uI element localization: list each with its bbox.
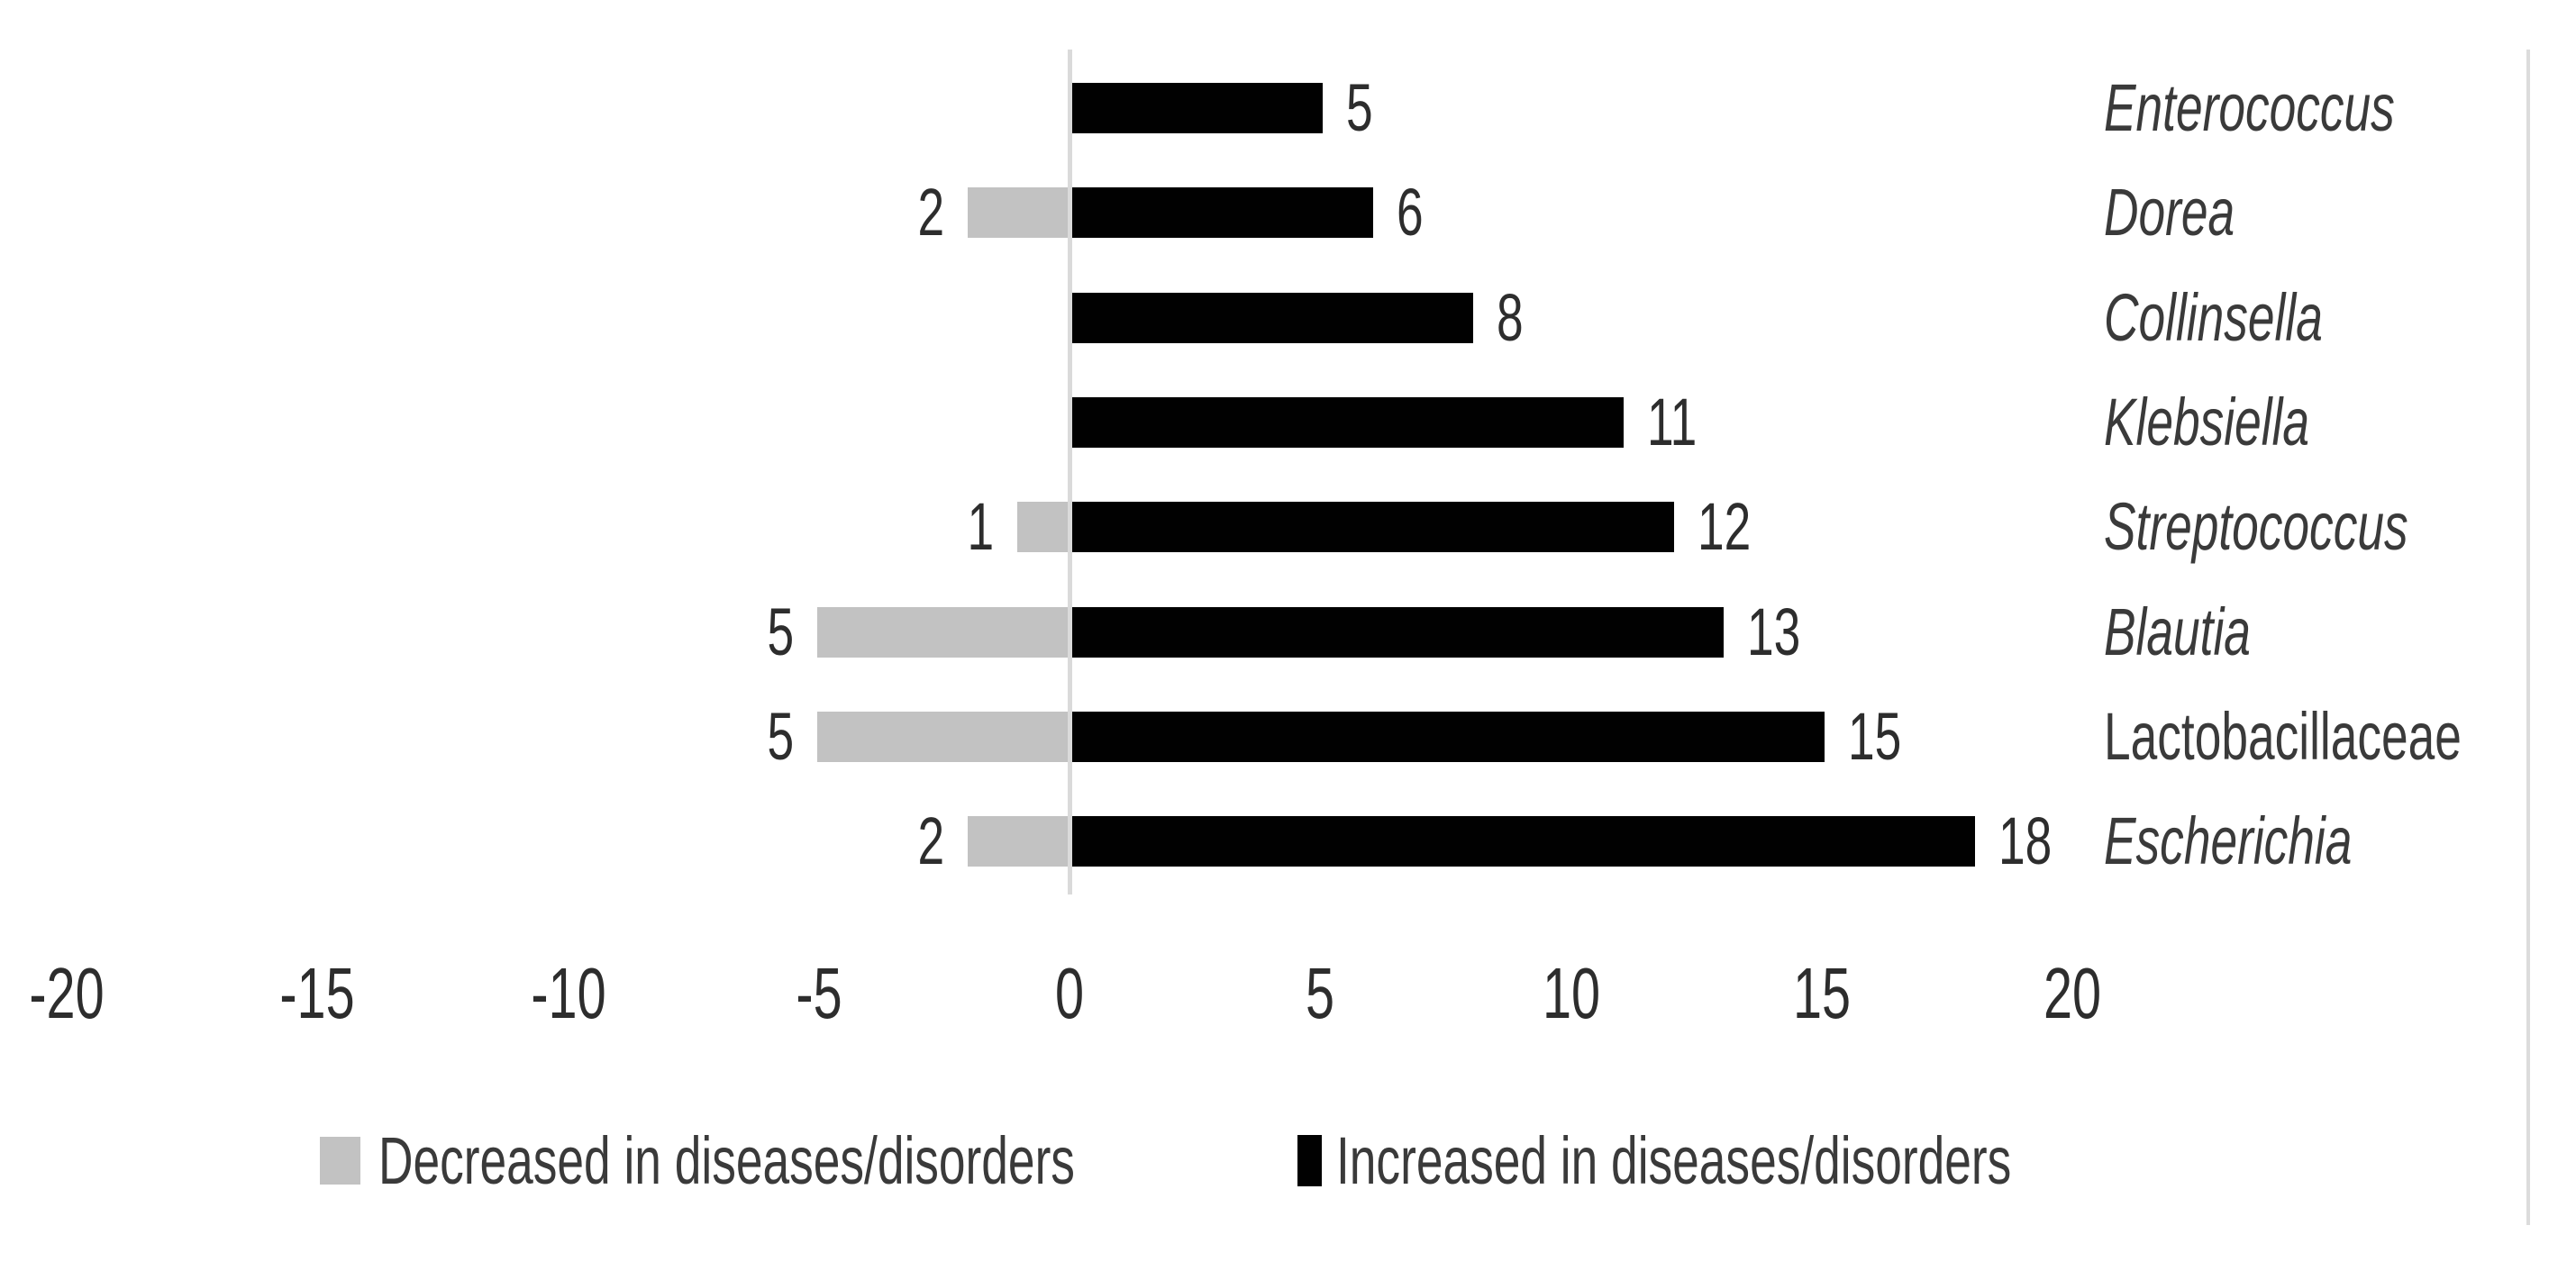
decreased-value-label-text: 2 — [917, 804, 944, 878]
increased-value-label-text: 18 — [1998, 804, 2053, 878]
x-tick-label: -5 — [787, 958, 851, 1030]
x-tick-label-text: 10 — [1542, 953, 1601, 1033]
x-tick-label: -20 — [14, 958, 119, 1030]
decreased-value-label-text: 1 — [967, 489, 994, 564]
increased-bar — [1072, 816, 1975, 867]
zero-axis-line — [1068, 50, 1072, 894]
decreased-bar — [1017, 502, 1068, 552]
plot-right-border-line — [2526, 50, 2530, 1225]
x-tick-label: 20 — [2033, 958, 2113, 1030]
category-label-text: Enterococcus — [2104, 70, 2395, 145]
increased-value-label-text: 12 — [1698, 489, 1752, 564]
increased-bar — [1072, 502, 1674, 552]
x-tick-label-text: -15 — [279, 953, 355, 1033]
decreased-value-label: 2 — [907, 175, 944, 250]
category-label: Lactobacillaceae — [2104, 699, 2576, 774]
category-label-text: Dorea — [2104, 175, 2235, 250]
increased-value-label-text: 8 — [1497, 280, 1524, 355]
category-label: Streptococcus — [2104, 489, 2526, 564]
decreased-bar — [817, 712, 1068, 762]
x-tick-label: -10 — [516, 958, 621, 1030]
increased-bar — [1072, 83, 1323, 133]
category-label: Klebsiella — [2104, 385, 2389, 459]
increased-value-label-text: 15 — [1848, 699, 1902, 774]
decreased-value-label: 1 — [957, 489, 994, 564]
decreased-bar — [968, 187, 1068, 238]
x-tick-label-text: 5 — [1305, 953, 1335, 1033]
legend-label-increased: Increased in diseases/disorders — [1336, 1123, 2012, 1198]
x-tick-label-text: -5 — [796, 953, 842, 1033]
decreased-bar — [817, 607, 1068, 658]
x-tick-label: 10 — [1532, 958, 1612, 1030]
decreased-value-label: 5 — [757, 595, 794, 669]
x-tick-label-text: -10 — [531, 953, 606, 1033]
category-label-text: Collinsella — [2104, 280, 2323, 355]
decreased-value-label: 5 — [757, 699, 794, 774]
x-tick-label: 5 — [1300, 958, 1341, 1030]
decreased-value-label: 2 — [907, 804, 944, 878]
decreased-value-label-text: 5 — [767, 699, 794, 774]
category-label: Enterococcus — [2104, 70, 2508, 145]
increased-value-label-text: 11 — [1647, 385, 1698, 459]
increased-bar — [1072, 187, 1373, 238]
decreased-value-label-text: 5 — [767, 595, 794, 669]
category-label: Collinsella — [2104, 280, 2408, 355]
increased-value-label-text: 5 — [1346, 70, 1373, 145]
decreased-bar — [968, 816, 1068, 867]
x-tick-label: 0 — [1050, 958, 1090, 1030]
category-label-text: Klebsiella — [2104, 385, 2310, 459]
category-label: Escherichia — [2104, 804, 2449, 878]
category-label-text: Blautia — [2104, 595, 2251, 669]
increased-value-label: 11 — [1647, 385, 1716, 459]
decreased-value-label-text: 2 — [917, 175, 944, 250]
increased-bar — [1072, 607, 1724, 658]
x-tick-label-text: 20 — [2043, 953, 2102, 1033]
increased-value-label: 13 — [1747, 595, 1821, 669]
increased-bar — [1072, 293, 1473, 343]
x-tick-label-text: -20 — [29, 953, 105, 1033]
increased-bar — [1072, 712, 1825, 762]
category-label-text: Streptococcus — [2104, 489, 2408, 564]
increased-value-label: 15 — [1848, 699, 1922, 774]
increased-value-label: 18 — [1998, 804, 2072, 878]
category-label: Blautia — [2104, 595, 2307, 669]
increased-value-label: 8 — [1497, 280, 1534, 355]
x-tick-label-text: 15 — [1792, 953, 1852, 1033]
increased-value-label-text: 13 — [1747, 595, 1801, 669]
increased-value-label: 5 — [1346, 70, 1383, 145]
increased-value-label-text: 6 — [1397, 175, 1424, 250]
category-label-text: Escherichia — [2104, 804, 2353, 878]
legend-label-decreased: Decreased in diseases/disorders — [378, 1123, 1075, 1198]
increased-bar — [1072, 397, 1624, 448]
increased-value-label: 6 — [1397, 175, 1434, 250]
increased-value-label: 12 — [1698, 489, 1771, 564]
x-tick-label: 15 — [1782, 958, 1862, 1030]
legend-swatch-decreased — [320, 1137, 360, 1185]
x-tick-label-text: 0 — [1054, 953, 1085, 1033]
category-label-text: Lactobacillaceae — [2104, 699, 2462, 774]
x-tick-label: -15 — [265, 958, 369, 1030]
legend-swatch-increased — [1297, 1135, 1322, 1186]
category-label: Dorea — [2104, 175, 2286, 250]
